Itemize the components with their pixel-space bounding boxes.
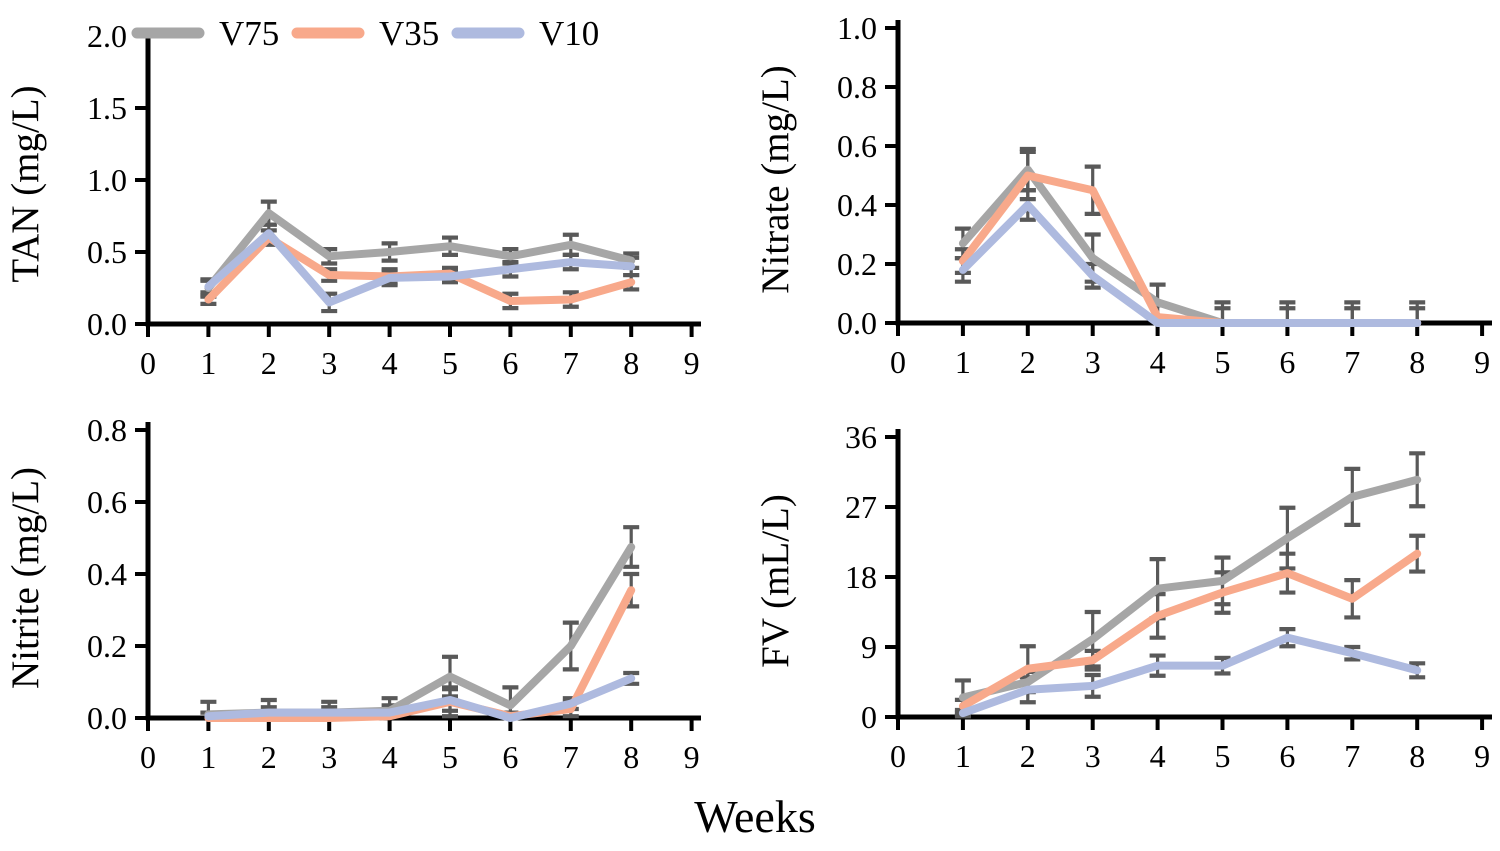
y-axis-title: TAN (mg/L) (4, 85, 47, 282)
x-tick-label: 1 (200, 345, 216, 381)
y-tick-label: 0.0 (87, 306, 127, 342)
y-tick-label: 0.4 (87, 556, 127, 592)
legend: V75 V35 V10 (131, 14, 599, 53)
y-tick-label: 36 (845, 419, 877, 455)
legend-label-V35: V35 (379, 14, 439, 53)
y-axis: 0.0 0.5 1.0 1.5 2.0 (87, 18, 148, 342)
y-tick-label: 1.5 (87, 90, 127, 126)
x-tick-label: 4 (1150, 344, 1166, 380)
series-line-V35 (958, 549, 1422, 711)
series-line-V10 (958, 633, 1422, 718)
x-tick-label: 4 (1150, 738, 1166, 774)
x-tick-label: 5 (442, 345, 458, 381)
y-tick-label: 0.4 (837, 187, 877, 223)
x-tick-label: 9 (684, 345, 700, 381)
x-tick-label: 2 (261, 345, 277, 381)
x-axis: 0 1 2 3 4 5 6 7 8 9 (890, 323, 1490, 380)
y-tick-label: 0.2 (87, 628, 127, 664)
x-axis: 0 1 2 3 4 5 6 7 8 9 (890, 717, 1490, 774)
x-tick-label: 3 (321, 739, 337, 775)
x-tick-label: 6 (502, 345, 518, 381)
x-tick-label: 2 (261, 739, 277, 775)
x-tick-label: 8 (623, 739, 639, 775)
y-tick-label: 0.6 (87, 484, 127, 520)
x-tick-label: 9 (1474, 344, 1490, 380)
x-tick-label: 0 (890, 738, 906, 774)
x-tick-label: 5 (1215, 344, 1231, 380)
x-tick-label: 5 (1215, 738, 1231, 774)
x-tick-label: 0 (140, 345, 156, 381)
x-tick-label: 8 (623, 345, 639, 381)
legend-label-V10: V10 (539, 14, 599, 53)
x-tick-label: 3 (1085, 738, 1101, 774)
y-tick-label: 2.0 (87, 18, 127, 54)
series-line-V75 (958, 165, 1422, 327)
legend-label-V75: V75 (219, 14, 279, 53)
y-axis: 0.0 0.2 0.4 0.6 0.8 (87, 412, 148, 736)
x-tick-label: 7 (563, 345, 579, 381)
x-axis: 0 1 2 3 4 5 6 7 8 9 (140, 324, 700, 381)
x-tick-label: 6 (502, 739, 518, 775)
panel-nitrate: 0.0 0.2 0.4 0.6 0.8 1.0 0 1 2 3 4 5 6 7 8 9 Nitrate (mg/… (750, 0, 1500, 392)
chart-svg-bottom-right: 0 9 18 27 36 0 1 2 3 4 5 6 7 8 9 FV (mL/L) (754, 419, 1492, 774)
panel-tan: 0.0 0.5 1.0 1.5 2.0 0 1 2 3 4 5 6 7 8 9 TAN (mg/L) V75 V3… (0, 0, 750, 392)
y-tick-label: 1.0 (87, 162, 127, 198)
y-tick-label: 0.8 (87, 412, 127, 448)
x-tick-label: 9 (1474, 738, 1490, 774)
series-line-V10 (958, 201, 1422, 327)
x-tick-label: 5 (442, 739, 458, 775)
x-tick-label: 8 (1409, 344, 1425, 380)
x-tick-label: 7 (563, 739, 579, 775)
x-tick-label: 7 (1344, 738, 1360, 774)
chart-svg-top-right: 0.0 0.2 0.4 0.6 0.8 1.0 0 1 2 3 4 5 6 7 8 9 Nitrate (mg/… (754, 10, 1492, 380)
series-line-V75 (204, 543, 636, 719)
x-tick-label: 8 (1409, 738, 1425, 774)
x-tick-label: 2 (1020, 738, 1036, 774)
y-tick-label: 0.0 (837, 305, 877, 341)
y-tick-label: 18 (845, 559, 877, 595)
x-tick-label: 4 (382, 345, 398, 381)
y-axis-title: Nitrate (mg/L) (754, 65, 797, 294)
x-tick-label: 6 (1279, 738, 1295, 774)
y-tick-label: 0.2 (837, 246, 877, 282)
y-tick-label: 9 (861, 629, 877, 665)
y-tick-label: 0 (861, 699, 877, 735)
x-tick-label: 1 (955, 344, 971, 380)
y-axis-title: FV (mL/L) (754, 494, 797, 668)
x-tick-label: 9 (684, 739, 700, 775)
chart-svg-top-left: 0.0 0.5 1.0 1.5 2.0 0 1 2 3 4 5 6 7 8 9 TAN (mg/L) V75 V3… (4, 14, 701, 381)
x-tick-label: 6 (1279, 344, 1295, 380)
panel-fv: 0 9 18 27 36 0 1 2 3 4 5 6 7 8 9 FV (mL/L) (750, 398, 1500, 788)
x-tick-label: 7 (1344, 344, 1360, 380)
axes (895, 20, 1492, 326)
y-tick-label: 0.0 (87, 700, 127, 736)
y-tick-label: 1.0 (837, 10, 877, 46)
x-tick-label: 2 (1020, 344, 1036, 380)
panel-nitrite: 0.0 0.2 0.4 0.6 0.8 0 1 2 3 4 5 6 7 8 9 Nitrite (mg/L) (0, 398, 750, 788)
y-axis: 0 9 18 27 36 (845, 419, 898, 735)
y-axis: 0.0 0.2 0.4 0.6 0.8 1.0 (837, 10, 898, 341)
series-line-V10 (204, 229, 636, 307)
x-tick-label: 4 (382, 739, 398, 775)
y-tick-label: 27 (845, 489, 877, 525)
x-tick-label: 3 (321, 345, 337, 381)
x-axis: 0 1 2 3 4 5 6 7 8 9 (140, 718, 700, 775)
chart-svg-bottom-left: 0.0 0.2 0.4 0.6 0.8 0 1 2 3 4 5 6 7 8 9 Nitrite (mg/L) (4, 412, 701, 775)
series-line-V75 (958, 475, 1422, 702)
x-tick-label: 0 (890, 344, 906, 380)
x-tick-label: 3 (1085, 344, 1101, 380)
series-line-V75 (204, 209, 636, 292)
y-tick-label: 0.8 (837, 69, 877, 105)
series-line-V10 (204, 674, 636, 722)
axes (895, 429, 1492, 720)
x-tick-label: 1 (955, 738, 971, 774)
x-tick-label: 0 (140, 739, 156, 775)
y-tick-label: 0.5 (87, 234, 127, 270)
x-tick-label: 1 (200, 739, 216, 775)
y-axis-title: Nitrite (mg/L) (4, 467, 47, 689)
y-tick-label: 0.6 (837, 128, 877, 164)
x-axis-title: Weeks (694, 791, 816, 842)
axes (145, 28, 701, 327)
